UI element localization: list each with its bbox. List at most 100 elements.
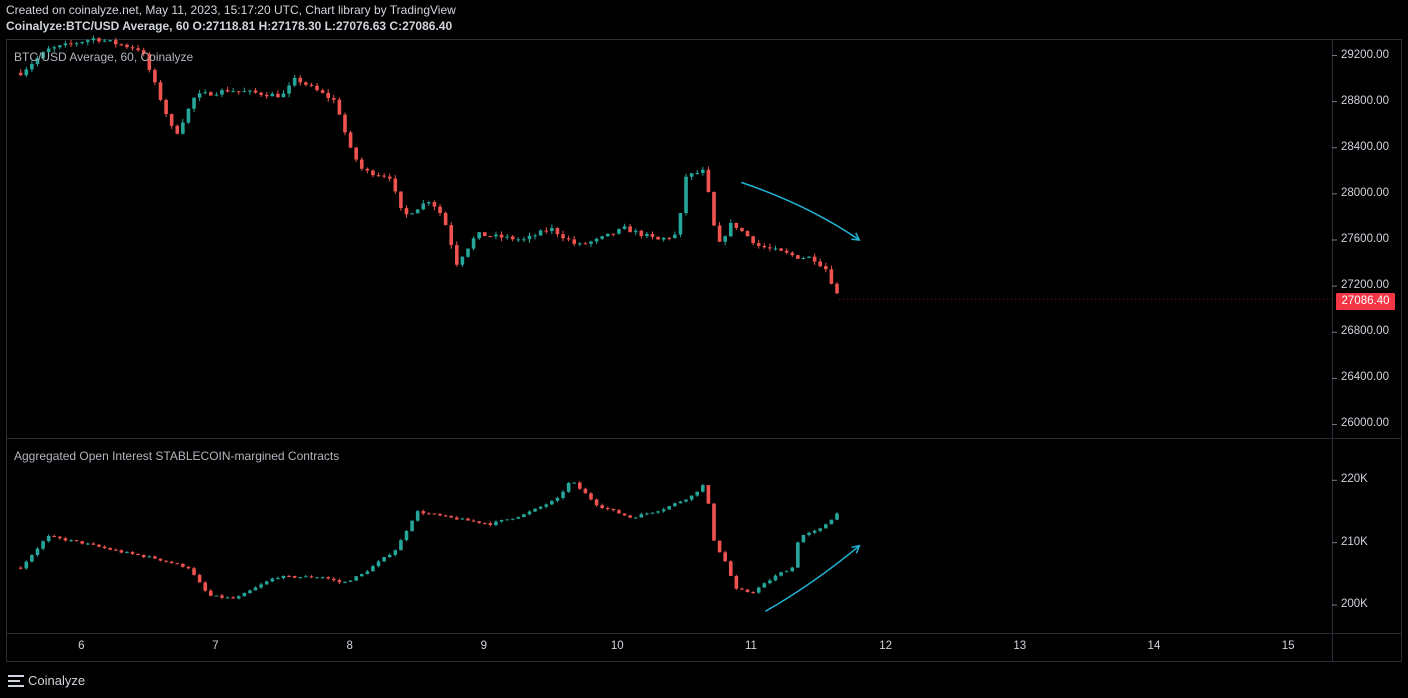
low-label: L: <box>324 19 336 33</box>
candle-body <box>220 90 224 95</box>
oi-tick-label: 200K <box>1341 598 1368 611</box>
candle-body <box>578 243 582 245</box>
candle-body <box>650 512 655 514</box>
candle-body <box>337 580 342 583</box>
candle-body <box>376 175 381 177</box>
candle-body <box>471 520 476 522</box>
candle-body <box>18 72 23 76</box>
candle-body <box>315 85 319 91</box>
candle-body <box>404 208 409 215</box>
candle-body <box>214 595 219 597</box>
candle-body <box>555 497 560 501</box>
candle-body <box>343 581 347 583</box>
candle-body <box>566 482 571 492</box>
candle-body <box>678 501 683 504</box>
candle-body <box>175 125 180 134</box>
candle-body <box>510 518 515 520</box>
candle-body <box>522 239 526 241</box>
price-tick-label: 27600.00 <box>1341 233 1389 245</box>
candle-body <box>253 587 258 591</box>
candle-body <box>186 566 191 569</box>
candle-body <box>421 511 426 514</box>
candle-body <box>264 581 269 585</box>
candle-body <box>701 485 705 492</box>
candle-body <box>153 69 157 83</box>
candle-body <box>650 234 655 237</box>
close-label: C: <box>389 19 403 33</box>
candle-body <box>505 519 509 521</box>
price-tick-label: 29200.00 <box>1341 48 1389 61</box>
candle-body <box>667 237 672 239</box>
candle-body <box>365 168 370 171</box>
candle-body <box>796 542 800 568</box>
candle-body <box>645 513 649 515</box>
candle-body <box>723 552 727 562</box>
candle-body <box>617 229 621 234</box>
time-tick-label: 7 <box>212 640 219 652</box>
candle-body <box>404 531 409 541</box>
candle-body <box>41 52 45 59</box>
candle-body <box>605 507 610 509</box>
candle-body <box>80 42 85 44</box>
candle-body <box>359 159 364 169</box>
candle-body <box>136 553 140 555</box>
candle-body <box>460 518 465 520</box>
price-tick-label: 28000.00 <box>1341 186 1389 199</box>
candle-body <box>102 40 107 42</box>
trend-arrow-head <box>851 232 861 241</box>
candle-body <box>63 538 68 541</box>
candle-body <box>449 225 454 246</box>
candle-body <box>203 92 208 94</box>
candle-body <box>516 239 521 241</box>
menu-icon[interactable] <box>8 674 24 687</box>
candle-body <box>712 503 716 541</box>
candle-body <box>164 99 168 114</box>
candle-body <box>97 38 101 42</box>
price-tick-label: 27200.00 <box>1341 279 1389 292</box>
candle-body <box>768 580 772 584</box>
candle-body <box>818 528 823 531</box>
candle-body <box>673 234 677 238</box>
candle-body <box>466 248 470 257</box>
candle-body <box>130 47 135 49</box>
candle-body <box>309 576 314 578</box>
candle-body <box>762 245 767 248</box>
candle-body <box>438 513 442 516</box>
high-value: 27178.30 <box>271 19 322 33</box>
candle-body <box>35 548 40 556</box>
candle-body <box>594 238 599 242</box>
candle-body <box>276 93 280 98</box>
candle-body <box>382 557 386 562</box>
candle-body <box>544 230 549 232</box>
candle-body <box>745 231 750 237</box>
candle-body <box>326 92 331 99</box>
candle-body <box>723 236 727 242</box>
candle-body <box>158 558 163 561</box>
candle-body <box>432 513 437 515</box>
candle-body <box>141 50 146 54</box>
price-tick-label: 26800.00 <box>1341 325 1389 338</box>
candle-body <box>589 493 593 500</box>
footer-brand[interactable]: Coinalyze <box>8 673 85 688</box>
candle-body <box>359 574 364 577</box>
candle-body <box>807 256 811 258</box>
candle-body <box>605 233 610 237</box>
candle-body <box>656 236 660 240</box>
candle-body <box>801 534 806 543</box>
candle-body <box>527 511 532 515</box>
candle-body <box>824 524 828 529</box>
candle-body <box>410 520 414 532</box>
candle-body <box>432 202 437 207</box>
candle-body <box>203 582 208 591</box>
candle-body <box>544 504 549 507</box>
time-tick-label: 9 <box>480 640 488 652</box>
time-tick-label: 11 <box>745 640 757 652</box>
candle-body <box>287 85 291 94</box>
candle-body <box>460 256 465 265</box>
candle-body <box>818 261 823 267</box>
candle-body <box>86 543 90 545</box>
candle-body <box>354 147 358 160</box>
candle-body <box>443 212 448 226</box>
candle-body <box>790 252 795 256</box>
